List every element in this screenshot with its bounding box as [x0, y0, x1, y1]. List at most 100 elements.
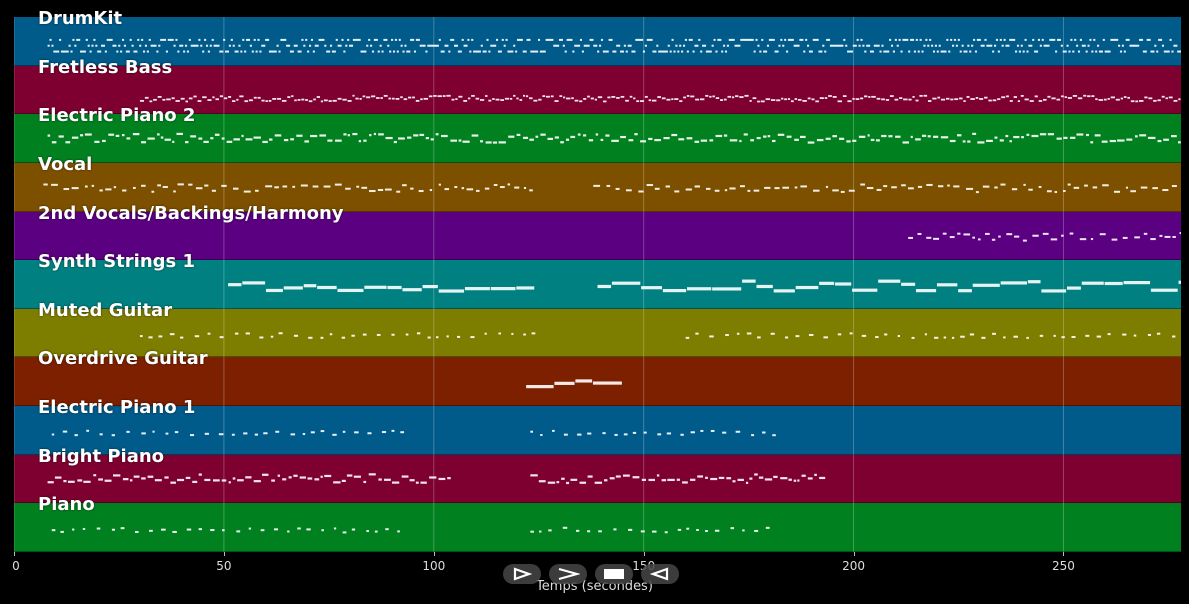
fast-forward-button[interactable] — [549, 564, 587, 584]
note — [966, 187, 974, 190]
note — [1144, 96, 1148, 99]
note — [261, 44, 264, 47]
note — [161, 528, 166, 531]
note — [341, 336, 346, 339]
note — [186, 528, 192, 531]
note — [153, 98, 157, 101]
note — [605, 134, 610, 137]
note — [737, 478, 744, 481]
track-notes — [139, 332, 1176, 339]
note — [57, 50, 60, 53]
x-tick — [853, 552, 855, 556]
note — [420, 481, 427, 484]
note — [95, 44, 98, 47]
note — [467, 97, 471, 100]
note — [1098, 50, 1102, 53]
note — [911, 336, 915, 339]
note — [629, 95, 633, 98]
note — [528, 38, 531, 41]
rewind-icon — [650, 567, 669, 581]
note — [732, 480, 736, 483]
note — [709, 139, 714, 142]
note — [290, 433, 296, 436]
note — [333, 50, 336, 53]
note — [64, 50, 67, 53]
note — [889, 95, 894, 97]
note — [342, 430, 346, 433]
note — [514, 186, 520, 189]
note — [908, 187, 914, 190]
note — [51, 433, 55, 436]
note — [614, 50, 617, 53]
note — [511, 332, 514, 335]
note — [1061, 234, 1064, 237]
note — [963, 100, 966, 103]
note — [416, 332, 421, 335]
track-label: Electric Piano 2 — [38, 105, 196, 127]
note — [419, 133, 425, 137]
note — [1083, 94, 1087, 97]
note — [776, 50, 779, 53]
note — [316, 44, 319, 47]
note — [532, 50, 535, 53]
note — [1110, 96, 1115, 99]
note — [480, 140, 484, 143]
note — [694, 185, 701, 188]
note — [975, 191, 979, 194]
note — [381, 50, 384, 53]
note — [396, 190, 401, 193]
note — [299, 476, 306, 479]
note — [113, 186, 117, 189]
note — [908, 236, 914, 239]
note — [283, 138, 289, 142]
note — [167, 38, 170, 41]
note — [327, 139, 333, 142]
note — [448, 50, 451, 53]
note — [389, 50, 392, 53]
track-notes — [47, 473, 826, 485]
note — [588, 139, 594, 142]
note — [933, 237, 940, 240]
note — [814, 473, 817, 476]
note — [550, 95, 554, 98]
note — [210, 137, 214, 140]
note — [1091, 50, 1094, 53]
note — [376, 97, 380, 99]
note — [696, 44, 699, 47]
note — [1143, 232, 1148, 235]
note — [395, 97, 400, 100]
note — [566, 97, 571, 100]
note — [641, 286, 662, 290]
note — [894, 98, 899, 101]
note — [609, 477, 615, 480]
note — [314, 44, 317, 47]
note — [648, 478, 656, 482]
note — [858, 44, 861, 47]
note — [722, 431, 727, 434]
note — [1000, 281, 1028, 285]
note — [881, 98, 885, 101]
play-button[interactable] — [503, 564, 541, 584]
note — [732, 38, 735, 41]
note — [547, 38, 550, 41]
note — [291, 50, 294, 53]
stop-button[interactable] — [595, 564, 633, 584]
note — [254, 433, 259, 436]
note — [418, 190, 424, 193]
note — [840, 190, 845, 193]
note — [742, 279, 756, 283]
note — [152, 430, 155, 433]
note — [622, 474, 630, 477]
note — [51, 44, 54, 47]
note — [369, 134, 372, 137]
note — [984, 38, 987, 41]
rewind-button[interactable] — [641, 564, 679, 584]
note — [795, 44, 798, 47]
note — [375, 38, 378, 41]
note — [724, 50, 728, 53]
note — [927, 135, 931, 138]
note — [383, 94, 388, 97]
note — [753, 189, 760, 192]
note — [467, 38, 470, 41]
note — [225, 50, 228, 53]
